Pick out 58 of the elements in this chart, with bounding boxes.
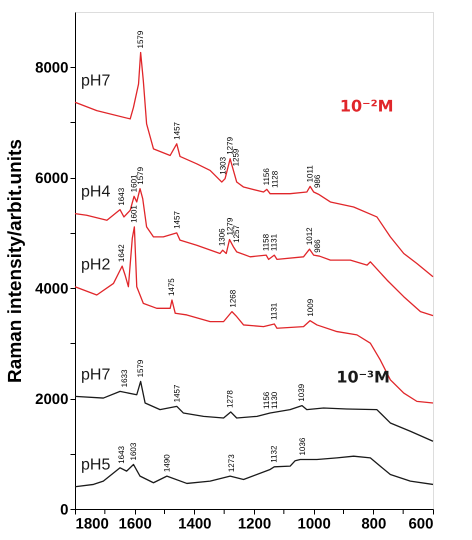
- annotation: 1132: [269, 445, 278, 463]
- annotation: 1131: [270, 233, 279, 252]
- annotation: 1579: [136, 166, 145, 185]
- annotation: 1039: [297, 383, 306, 402]
- x-tick-label: 600: [408, 516, 434, 532]
- y-tick-label: 2000: [35, 391, 68, 408]
- annotation: 10⁻³M: [336, 367, 390, 386]
- x-tick-label: 1800: [76, 516, 109, 532]
- annotation: 1279: [225, 217, 234, 236]
- x-tick-label: 1000: [297, 516, 331, 532]
- annotation: 1306: [217, 228, 226, 246]
- series-label: pH5: [81, 456, 110, 474]
- series-label: pH4: [81, 184, 110, 201]
- annotation: 1009: [306, 298, 315, 317]
- annotation: 1579: [136, 30, 145, 48]
- annotation: 1643: [116, 445, 126, 464]
- annotation: 1257: [232, 224, 241, 243]
- annotation: 1278: [226, 390, 235, 408]
- annotation: 1156: [262, 168, 272, 186]
- x-tick-label: 1200: [238, 516, 272, 532]
- annotation: 1475: [166, 278, 176, 296]
- annotation: 986: [312, 238, 322, 253]
- annotation: 1642: [117, 244, 126, 262]
- annotation: 986: [312, 174, 322, 188]
- series-label: pH7: [81, 366, 110, 384]
- annotation: 1036: [298, 437, 307, 456]
- annotation: 1158: [262, 233, 271, 252]
- annotation: 1268: [228, 289, 238, 308]
- annotation: 1633: [120, 369, 129, 388]
- y-tick-label: 8000: [35, 60, 68, 77]
- annotation: 1601: [129, 204, 138, 223]
- y-tick-label: 0: [60, 502, 68, 518]
- y-axis-title: Raman intensity/arbit.units: [5, 139, 26, 383]
- x-tick-label: 1600: [118, 516, 152, 532]
- y-tick-label: 6000: [35, 170, 68, 188]
- annotation: 1131: [270, 302, 279, 320]
- annotation: 1457: [172, 121, 182, 140]
- y-tick-label: 4000: [35, 280, 68, 298]
- line-series: [74, 52, 434, 278]
- annotation: 1011: [305, 164, 314, 182]
- annotation: 10⁻²M: [340, 96, 394, 116]
- annotation: 1128: [270, 170, 280, 188]
- annotation: 1457: [172, 210, 182, 229]
- annotation: 1643: [116, 187, 126, 206]
- annotation: 1130: [270, 391, 279, 409]
- annotation: 1303: [218, 156, 228, 175]
- annotation: 1273: [227, 454, 236, 472]
- annotation: 1012: [305, 226, 314, 246]
- x-tick-label: 1400: [178, 516, 212, 532]
- x-tick-label: 800: [361, 516, 386, 532]
- annotation: 1603: [128, 442, 138, 460]
- annotation: 1490: [162, 454, 172, 472]
- series-label: pH7: [81, 72, 110, 90]
- annotation: 1579: [136, 359, 145, 378]
- annotation: 1601: [129, 174, 138, 192]
- annotation: 1156: [262, 391, 272, 409]
- annotation: 1457: [172, 384, 182, 402]
- series-label: pH2: [81, 256, 110, 274]
